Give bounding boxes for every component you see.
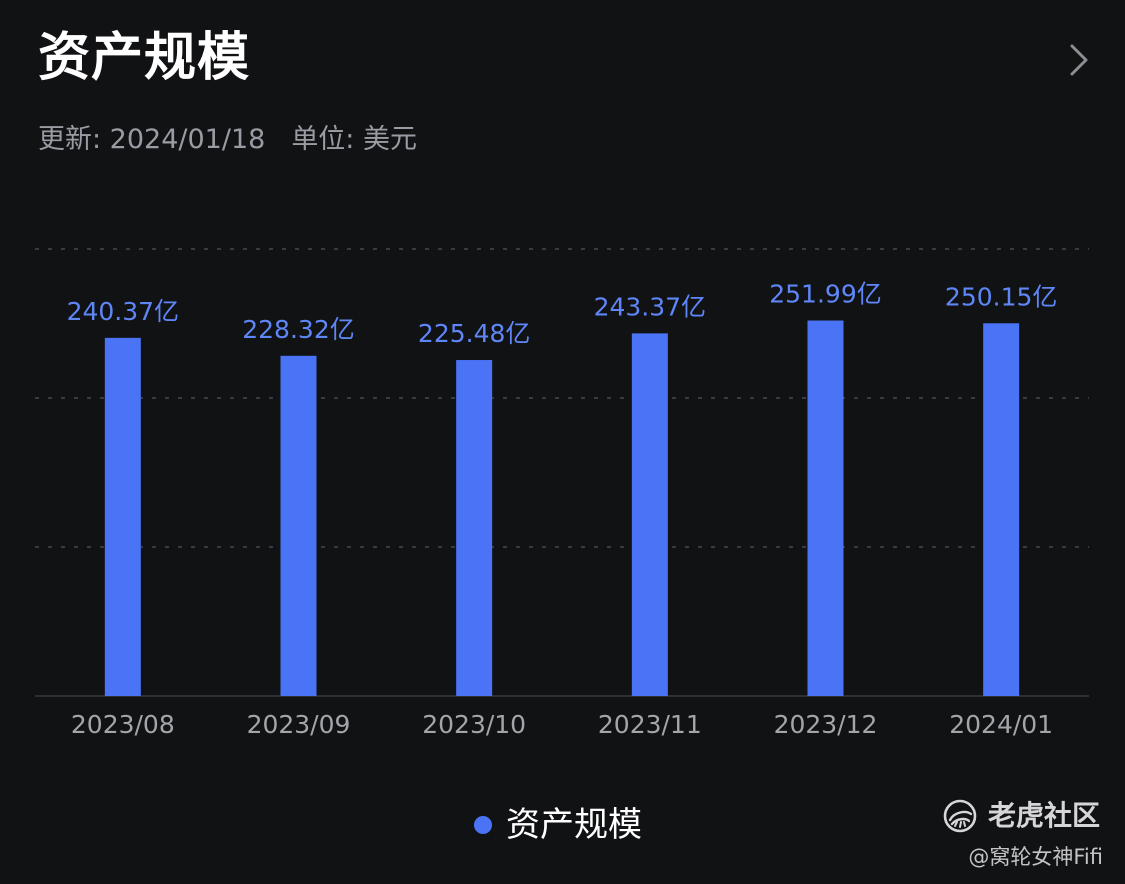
bar-2023-08[interactable] bbox=[104, 337, 141, 696]
watermark-user: @窝轮女神Fifi bbox=[968, 845, 1103, 869]
page-title: 资产规模 bbox=[38, 28, 251, 88]
x-tick-labels: 2023/08 2023/09 2023/10 2023/11 2023/12 2024/… bbox=[71, 710, 1053, 739]
legend-item[interactable]: 资产规模 bbox=[474, 803, 642, 847]
value-labels: 240.37亿 228.32亿 225.48亿 243.37亿 251.99亿 250.1… bbox=[67, 280, 1058, 348]
bar-2023-10[interactable] bbox=[456, 360, 493, 696]
bars bbox=[104, 320, 1020, 696]
update-date: 更新: 2024/01/18 bbox=[38, 124, 266, 155]
value-label: 225.48亿 bbox=[418, 319, 530, 348]
legend-label: 资产规模 bbox=[506, 805, 642, 845]
x-tick-label: 2023/09 bbox=[247, 710, 351, 739]
x-tick-label: 2024/01 bbox=[949, 710, 1053, 739]
watermark-logo: 老虎社区 bbox=[942, 798, 1100, 834]
watermark-brand: 老虎社区 bbox=[988, 799, 1101, 832]
x-tick-label: 2023/08 bbox=[71, 710, 175, 739]
value-label: 243.37亿 bbox=[594, 292, 706, 321]
x-tick-label: 2023/11 bbox=[598, 710, 702, 739]
unit-label: 单位: 美元 bbox=[291, 124, 417, 155]
x-tick-label: 2023/10 bbox=[422, 710, 526, 739]
bar-2023-12[interactable] bbox=[807, 320, 844, 696]
value-label: 251.99亿 bbox=[769, 280, 881, 309]
value-label: 240.37亿 bbox=[67, 297, 179, 326]
legend-dot bbox=[474, 816, 492, 834]
value-label: 250.15亿 bbox=[945, 282, 1057, 311]
subtitle: 更新: 2024/01/18 单位: 美元 bbox=[38, 122, 417, 158]
chevron-right-icon[interactable] bbox=[1066, 42, 1092, 78]
tiger-logo-icon bbox=[943, 799, 977, 833]
bar-2024-01[interactable] bbox=[983, 323, 1020, 696]
value-label: 228.32亿 bbox=[242, 315, 354, 344]
x-tick-label: 2023/12 bbox=[774, 710, 878, 739]
gridlines bbox=[35, 248, 1089, 697]
bar-2023-11[interactable] bbox=[631, 333, 668, 696]
bar-2023-09[interactable] bbox=[280, 355, 317, 696]
